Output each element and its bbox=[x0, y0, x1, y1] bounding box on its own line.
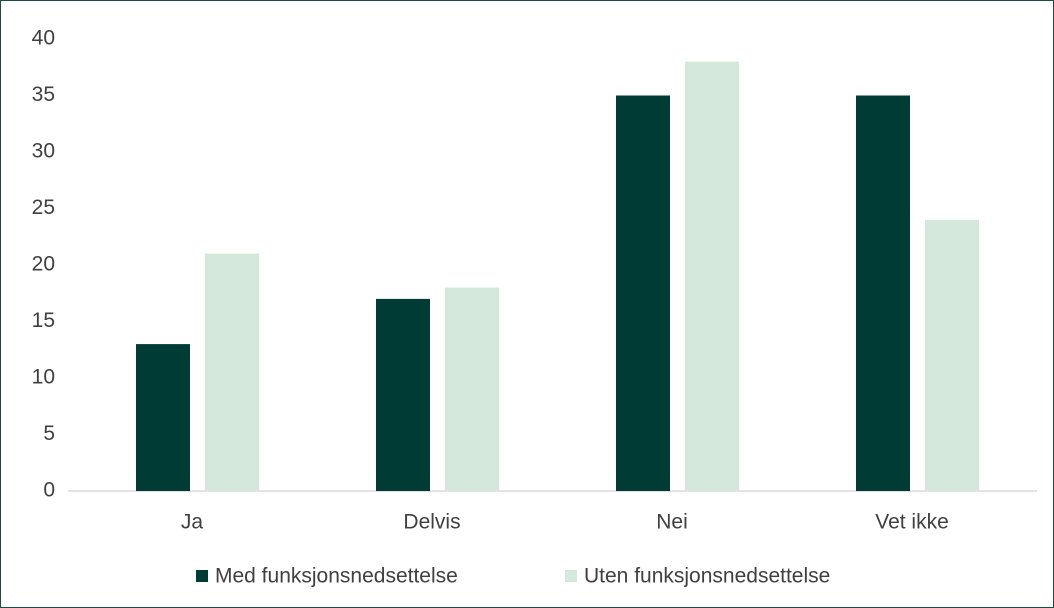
bar bbox=[445, 287, 499, 491]
x-tick-label: Nei bbox=[656, 511, 688, 534]
bar bbox=[616, 95, 670, 491]
y-tick-label: 40 bbox=[32, 27, 55, 50]
x-tick-label: Ja bbox=[181, 511, 204, 534]
x-tick-label: Delvis bbox=[403, 511, 460, 534]
legend-label: Med funksjonsnedsettelse bbox=[215, 565, 458, 588]
y-tick-label: 25 bbox=[32, 196, 55, 219]
bar bbox=[925, 219, 979, 492]
y-tick-label: 10 bbox=[32, 366, 55, 389]
bar bbox=[376, 298, 430, 491]
bar bbox=[685, 61, 739, 491]
legend-swatch bbox=[565, 570, 577, 582]
y-tick-label: 20 bbox=[32, 253, 55, 276]
x-tick-label: Vet ikke bbox=[875, 511, 949, 534]
bar bbox=[856, 95, 910, 491]
y-tick-label: 35 bbox=[32, 83, 55, 106]
bar bbox=[136, 344, 190, 491]
legend-label: Uten funksjonsnedsettelse bbox=[584, 565, 830, 588]
y-tick-label: 30 bbox=[32, 140, 55, 163]
legend-swatch bbox=[196, 570, 208, 582]
y-tick-label: 5 bbox=[43, 422, 55, 445]
bar bbox=[205, 253, 259, 491]
y-tick-label: 15 bbox=[32, 309, 55, 332]
y-tick-label: 0 bbox=[43, 479, 55, 502]
